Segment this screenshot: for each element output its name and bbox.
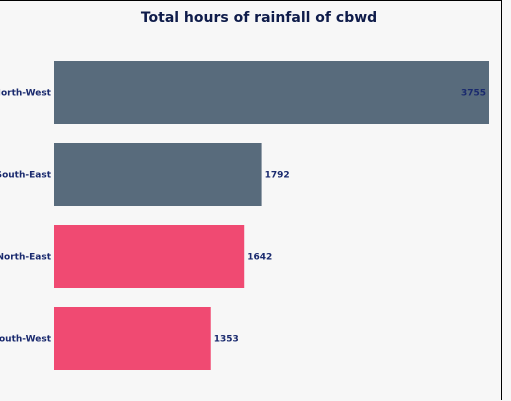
category-label-south-west: South-West — [0, 335, 52, 345]
value-label-north-west: 3755 — [461, 89, 486, 99]
category-labels: North-West South-East North-East South-West — [0, 89, 52, 345]
bar-north-west — [54, 61, 489, 124]
category-label-north-east: North-East — [0, 253, 52, 263]
bars-group — [54, 61, 489, 370]
value-label-north-east: 1642 — [247, 253, 272, 263]
category-label-south-east: South-East — [0, 171, 52, 181]
bar-south-west — [54, 307, 211, 370]
bar-north-east — [54, 225, 245, 288]
chart-title: Total hours of rainfall of cbwd — [141, 10, 377, 26]
value-label-south-east: 1792 — [265, 171, 290, 181]
bar-south-east — [54, 143, 262, 206]
value-labels: 3755 1792 1642 1353 — [214, 89, 486, 345]
category-label-north-west: North-West — [0, 89, 52, 99]
chart-frame: Total hours of rainfall of cbwd North-We… — [0, 0, 502, 400]
value-label-south-west: 1353 — [214, 335, 239, 345]
